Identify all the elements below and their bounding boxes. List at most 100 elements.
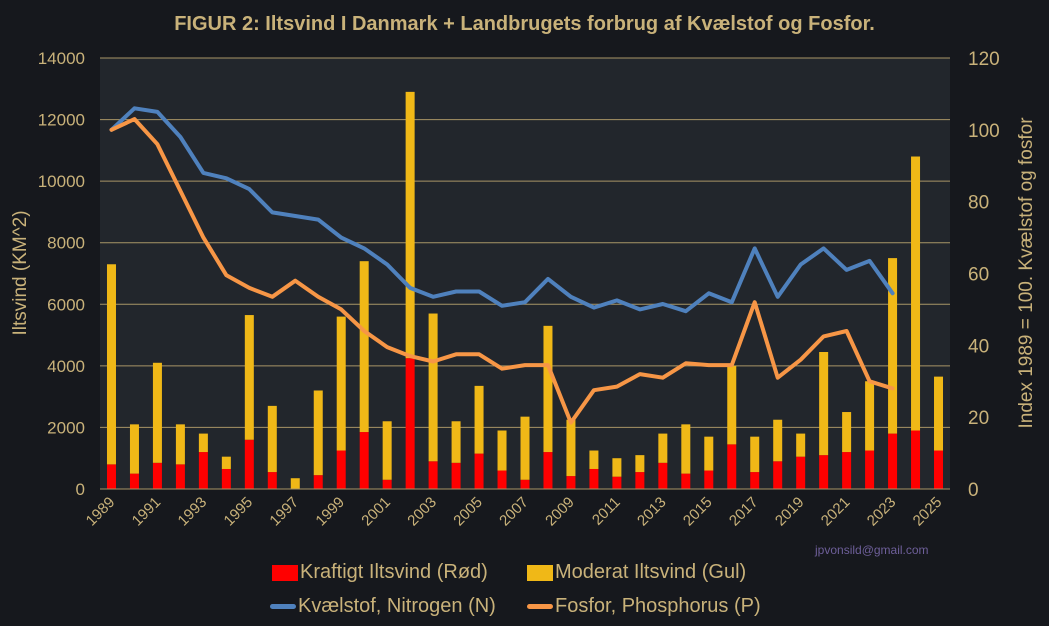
bar-moderat-2014	[681, 424, 691, 474]
bar-moderat-2015	[704, 436, 714, 471]
bar-moderat-2007	[520, 416, 530, 480]
bar-kraftigt-2009	[566, 476, 576, 489]
y-tick-label: 4000	[47, 357, 85, 376]
bar-kraftigt-2023	[888, 433, 898, 489]
x-tick-label: 2009	[542, 494, 578, 530]
bar-kraftigt-1999	[336, 450, 346, 489]
x-tick-label: 2019	[772, 494, 808, 530]
bar-kraftigt-2007	[520, 479, 530, 489]
bar-moderat-2017	[750, 436, 760, 473]
bar-kraftigt-1990	[129, 473, 139, 489]
bar-kraftigt-2024	[911, 430, 921, 489]
bar-moderat-2012	[635, 455, 645, 473]
bar-moderat-2008	[543, 325, 553, 453]
bar-moderat-2023	[888, 258, 898, 434]
bar-moderat-1994	[221, 456, 231, 469]
legend-yellow: Moderat Iltsvind (Gul)	[527, 561, 746, 584]
bar-kraftigt-2021	[842, 452, 852, 489]
bar-kraftigt-1991	[152, 462, 162, 489]
bar-kraftigt-2002	[405, 358, 415, 489]
x-tick-label: 1993	[175, 494, 211, 530]
bar-kraftigt-2025	[934, 450, 944, 489]
legend-line-orange	[527, 604, 553, 609]
legend-label: Kvælstof, Nitrogen (N)	[298, 595, 496, 617]
bar-moderat-2005	[474, 385, 484, 454]
legend-red: Kraftigt Iltsvind (Rød)	[272, 561, 488, 584]
y2-tick-label: 100	[968, 121, 1000, 142]
x-tick-label: 2017	[726, 494, 762, 530]
bar-kraftigt-2020	[819, 455, 829, 489]
legend-label: Kraftigt Iltsvind (Rød)	[300, 561, 488, 583]
chart-title: FIGUR 2: Iltsvind I Danmark + Landbruget…	[174, 13, 875, 35]
legend-label: Moderat Iltsvind (Gul)	[555, 561, 747, 583]
bar-kraftigt-2003	[428, 461, 438, 489]
x-tick-label: 2021	[818, 494, 854, 530]
bar-moderat-2024	[911, 156, 921, 431]
line-nitrogen	[109, 106, 895, 314]
x-tick-label: 2005	[450, 494, 486, 530]
y2-axis-label: Index 1989 = 100. Kvælstof og fosfor	[1016, 117, 1037, 429]
legend-swatch-yellow	[527, 564, 553, 581]
legend-label: Fosfor, Phosphorus (P)	[555, 595, 761, 617]
x-tick-label: 2013	[634, 494, 670, 530]
y-tick-label: 2000	[47, 418, 85, 437]
bar-kraftigt-2016	[727, 444, 737, 489]
bar-kraftigt-2011	[612, 476, 622, 489]
x-tick-label: 1989	[83, 494, 119, 530]
legend-line-blue	[270, 604, 296, 609]
bar-kraftigt-2006	[497, 470, 507, 489]
bar-kraftigt-1989	[106, 464, 116, 489]
bar-kraftigt-1998	[313, 475, 323, 489]
bar-moderat-2019	[796, 433, 806, 457]
bar-moderat-1996	[267, 405, 277, 473]
bar-kraftigt-2015	[704, 470, 714, 489]
bar-moderat-2006	[497, 430, 507, 471]
y-tick-label: 6000	[47, 295, 85, 314]
bar-kraftigt-2010	[589, 468, 599, 489]
bar-moderat-2020	[819, 352, 829, 456]
bar-moderat-1991	[152, 362, 162, 463]
y2-tick-label: 60	[968, 265, 989, 286]
legend-swatch-red	[272, 564, 298, 581]
bar-moderat-1992	[175, 424, 185, 465]
bar-moderat-1993	[198, 433, 208, 453]
bar-kraftigt-2014	[681, 473, 691, 489]
x-tick-label: 2003	[404, 494, 440, 530]
bar-kraftigt-1993	[198, 452, 208, 489]
x-tick-label: 1999	[312, 494, 348, 530]
bar-kraftigt-2012	[635, 472, 645, 489]
bar-moderat-2025	[934, 376, 944, 451]
bar-kraftigt-2022	[865, 450, 875, 489]
bar-kraftigt-1992	[175, 464, 185, 489]
y-axis-label: Iltsvind (KM^2)	[10, 210, 31, 335]
credit-email: jpvonsild@gmail.com	[815, 543, 929, 557]
y2-tick-label: 0	[968, 480, 979, 501]
bar-kraftigt-1995	[244, 439, 254, 489]
bar-moderat-2001	[382, 421, 392, 480]
y-tick-label: 10000	[38, 172, 85, 191]
bar-moderat-2022	[865, 381, 875, 451]
bar-kraftigt-2008	[543, 452, 553, 489]
bar-kraftigt-2000	[359, 432, 369, 489]
y2-tick-label: 40	[968, 336, 989, 357]
bar-kraftigt-1994	[221, 468, 231, 489]
bar-kraftigt-2004	[451, 462, 461, 489]
x-tick-label: 2007	[496, 494, 532, 530]
bar-moderat-2000	[359, 261, 369, 433]
bar-moderat-1998	[313, 390, 323, 476]
y-tick-label: 8000	[47, 234, 85, 253]
x-tick-label: 1997	[266, 494, 302, 530]
bar-moderat-2009	[566, 419, 576, 477]
bar-moderat-1997	[290, 478, 300, 489]
bar-moderat-2021	[842, 412, 852, 453]
x-tick-label: 2015	[680, 494, 716, 530]
y2-tick-label: 80	[968, 193, 989, 214]
y-tick-label: 0	[76, 480, 85, 499]
bar-moderat-2010	[589, 450, 599, 469]
bar-moderat-2013	[658, 433, 668, 463]
bar-moderat-2011	[612, 458, 622, 477]
bar-moderat-1995	[244, 315, 254, 440]
bar-kraftigt-2001	[382, 479, 392, 489]
bar-kraftigt-1996	[267, 472, 277, 489]
